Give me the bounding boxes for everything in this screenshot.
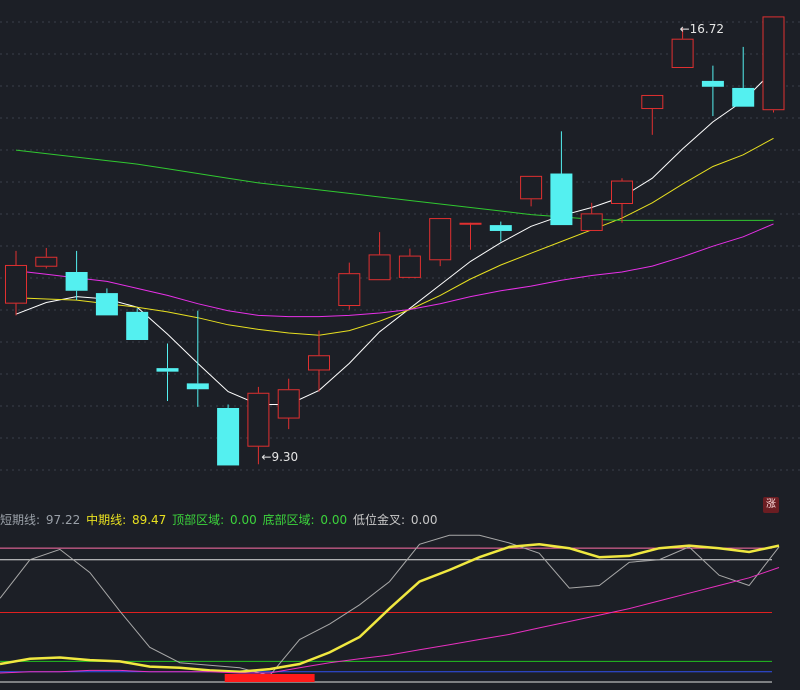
price-chart: ←16.72 ←9.30 xyxy=(0,16,800,471)
candle xyxy=(459,222,482,250)
candle xyxy=(550,131,573,226)
candle xyxy=(671,28,694,68)
top-zone-label: 顶部区域: xyxy=(172,513,225,527)
candle-body xyxy=(308,355,330,371)
candle xyxy=(398,248,421,278)
candle-body xyxy=(247,392,270,447)
candle-body xyxy=(580,213,603,231)
candle xyxy=(126,308,149,340)
bottom-zone-label: 底部区域: xyxy=(262,513,315,527)
candle-body xyxy=(550,173,573,226)
price-annotation: ←16.72 xyxy=(680,22,724,36)
candle xyxy=(611,178,633,223)
low-golden-cross-value: 0.00 xyxy=(410,513,438,527)
candle xyxy=(217,404,240,466)
candle-body xyxy=(701,80,724,87)
ma-line-0 xyxy=(15,69,774,405)
candle xyxy=(247,386,270,465)
short-line-value: 97.22 xyxy=(45,513,81,527)
rise-badge-icon[interactable]: 涨 xyxy=(763,497,779,513)
candle-body xyxy=(95,293,118,316)
candle xyxy=(368,232,391,281)
candle xyxy=(580,202,603,231)
candle-body xyxy=(489,225,512,231)
candle-body xyxy=(611,180,633,205)
candle-body xyxy=(520,175,543,200)
candle xyxy=(186,310,209,407)
bottom-zone-value: 0.00 xyxy=(320,513,348,527)
candle-body xyxy=(429,218,452,261)
candle-body xyxy=(368,254,391,281)
candle-body xyxy=(732,87,755,107)
ma-line-2 xyxy=(15,223,774,318)
candle-body xyxy=(762,16,785,111)
candle xyxy=(641,94,664,135)
candle xyxy=(308,330,330,392)
short-line-label: 短期线: xyxy=(0,513,41,527)
candle-body xyxy=(186,383,209,390)
candle-body xyxy=(641,94,664,110)
candle-body xyxy=(338,273,361,307)
ma-line-3 xyxy=(15,149,774,221)
candle-body xyxy=(217,408,240,466)
candle-body xyxy=(398,255,421,278)
price-annotation: ←9.30 xyxy=(261,450,298,464)
indicator-line-2 xyxy=(0,567,780,674)
indicator-legend: 短期线: 97.22 中期线: 89.47 顶部区域: 0.00 底部区域: 0… xyxy=(0,510,800,530)
candle xyxy=(762,16,785,113)
candle-body xyxy=(35,256,58,267)
candle-body xyxy=(277,389,300,419)
candle-body xyxy=(156,368,179,372)
candle xyxy=(520,175,543,207)
candle xyxy=(489,221,512,242)
candle xyxy=(95,288,118,316)
candle xyxy=(65,250,88,301)
candle xyxy=(277,378,300,430)
candle-body xyxy=(126,311,149,340)
candle-body xyxy=(459,222,482,225)
candle-body xyxy=(5,264,27,304)
candle xyxy=(5,250,27,316)
candle-body xyxy=(671,38,694,68)
indicator-chart xyxy=(0,534,780,683)
top-zone-value: 0.00 xyxy=(230,513,257,527)
candle xyxy=(338,262,361,310)
candle-body xyxy=(65,272,88,291)
candle xyxy=(35,247,58,269)
candle xyxy=(429,218,452,267)
signal-bar xyxy=(224,674,315,682)
indicator-line-0 xyxy=(0,534,780,677)
indicator-line-1 xyxy=(0,543,780,673)
mid-line-value: 89.47 xyxy=(131,513,167,527)
candle xyxy=(701,65,724,117)
mid-line-label: 中期线: xyxy=(86,513,127,527)
candle xyxy=(732,46,755,107)
low-golden-cross-label: 低位金叉: xyxy=(352,513,406,527)
grid xyxy=(0,21,800,471)
candle xyxy=(156,343,179,401)
ma-line-1 xyxy=(15,137,774,336)
